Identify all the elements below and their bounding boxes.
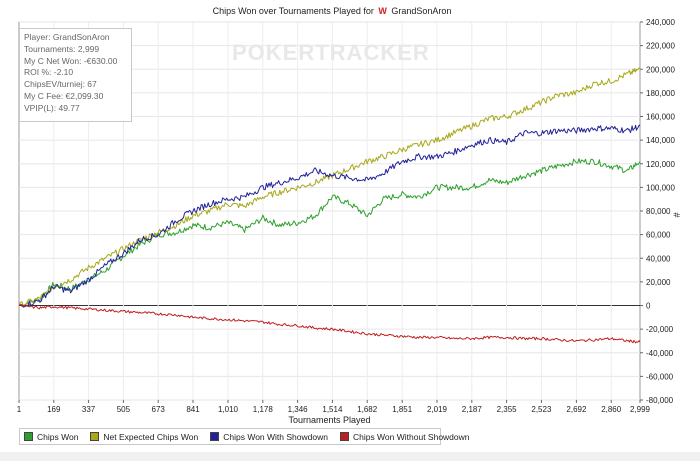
legend-item-without-showdown[interactable]: Chips Won Without Showdown xyxy=(339,432,470,442)
x-axis-title: Tournaments Played xyxy=(288,415,371,425)
y-tick-label: 100,000 xyxy=(646,183,675,192)
x-tick-label: 505 xyxy=(117,405,131,414)
x-tick-label: 2,187 xyxy=(462,405,483,414)
legend: Chips Won Net Expected Chips Won Chips W… xyxy=(19,428,470,445)
legend-swatch xyxy=(24,432,33,441)
x-tick-label: 2,692 xyxy=(566,405,587,414)
y-tick-label: 60,000 xyxy=(646,231,671,240)
x-tick-label: 1,010 xyxy=(218,405,239,414)
stat-net-won: My C Net Won: -€630.00 xyxy=(24,55,118,66)
legend-swatch xyxy=(339,432,349,441)
legend-item-with-showdown[interactable]: Chips Won With Showdown xyxy=(210,432,328,442)
series-line-4 xyxy=(18,304,641,344)
x-tick-label: 1 xyxy=(17,405,22,414)
y-tick-label: -40,000 xyxy=(646,349,674,358)
series-line-2 xyxy=(18,67,641,308)
y-axis-title: # xyxy=(671,212,682,218)
x-tick-label: 841 xyxy=(186,405,200,414)
x-tick-label: 1,346 xyxy=(288,405,309,414)
legend-swatch xyxy=(90,432,100,441)
stat-tournaments: Tournaments: 2,999 xyxy=(24,43,100,54)
y-tick-label: -60,000 xyxy=(646,372,674,381)
x-tick-label: 2,019 xyxy=(427,405,448,414)
chart-title: Chips Won over Tournaments Played for W … xyxy=(212,6,452,16)
y-tick-label: 160,000 xyxy=(646,113,675,122)
series-line-1 xyxy=(18,158,641,308)
legend-item-chips-won[interactable]: Chips Won xyxy=(24,432,78,442)
stats-box: Player: GrandSonAron Tournaments: 2,999 … xyxy=(19,28,132,122)
y-tick-label: 240,000 xyxy=(646,18,675,27)
y-tick-label: 20,000 xyxy=(646,278,671,287)
x-tick-label: 1,682 xyxy=(357,405,378,414)
x-tick-label: 169 xyxy=(47,405,61,414)
stat-chipsev: ChipsEV/turniej: 67 xyxy=(24,79,97,90)
y-tick-label: 180,000 xyxy=(646,89,675,98)
stat-player: Player: GrandSonAron xyxy=(24,32,110,42)
x-tick-label: 2,860 xyxy=(601,405,622,414)
x-tick-label: 1,178 xyxy=(253,405,274,414)
x-tick-label: 673 xyxy=(152,405,166,414)
y-tick-label: 40,000 xyxy=(646,254,671,263)
x-tick-label: 1,514 xyxy=(322,405,343,414)
stat-fee: My C Fee: €2,099.30 xyxy=(24,90,104,101)
pokertracker-watermark: POKERTRACKER xyxy=(232,40,430,65)
x-tick-label: 337 xyxy=(82,405,96,414)
x-tick-label: 2,999 xyxy=(630,405,651,414)
y-tick-label: 120,000 xyxy=(646,160,675,169)
series-line-3 xyxy=(18,124,641,308)
y-tick-label: 200,000 xyxy=(646,65,675,74)
legend-item-net-expected[interactable]: Net Expected Chips Won xyxy=(90,432,198,442)
status-strip xyxy=(0,452,700,461)
y-tick-label: 0 xyxy=(646,302,651,311)
y-tick-label: 80,000 xyxy=(646,207,671,216)
y-tick-label: -80,000 xyxy=(646,396,674,405)
stat-roi: ROI %: -2.10 xyxy=(24,67,74,78)
stat-vpip: VPIP(L): 49.77 xyxy=(24,102,80,113)
x-tick-label: 1,851 xyxy=(392,405,413,414)
player-name: GrandSonAron xyxy=(391,6,452,16)
x-tick-label: 2,355 xyxy=(497,405,518,414)
y-tick-label: 140,000 xyxy=(646,136,675,145)
legend-swatch xyxy=(210,432,220,441)
x-tick-label: 2,523 xyxy=(531,405,552,414)
y-tick-label: 220,000 xyxy=(646,42,675,51)
pokertracker-logo-icon: W xyxy=(378,6,387,16)
y-tick-label: -20,000 xyxy=(646,325,674,334)
